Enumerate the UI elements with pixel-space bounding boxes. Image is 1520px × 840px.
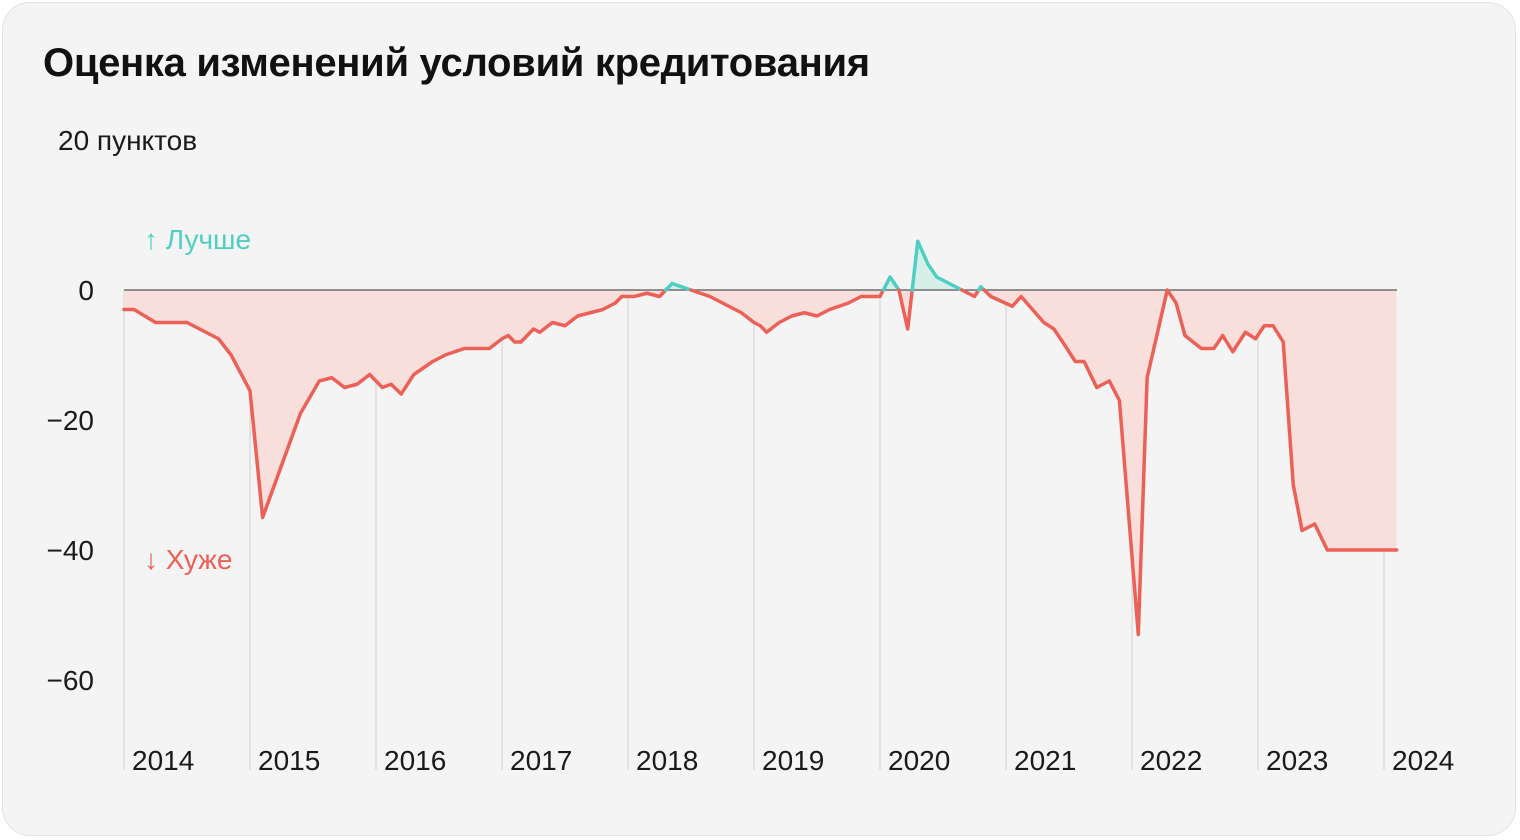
negative-area-0: [124, 290, 666, 518]
x-tick-label-2024: 2024: [1392, 745, 1454, 776]
negative-series-line-8: [982, 288, 1399, 637]
x-tick-label-2018: 2018: [636, 745, 698, 776]
y-tick-label: 20 пунктов: [58, 125, 197, 156]
x-tick-label-2023: 2023: [1266, 745, 1328, 776]
x-tick-label-2015: 2015: [258, 745, 320, 776]
negative-series-line-0: [122, 288, 668, 520]
positive-series-line-1: [664, 281, 693, 292]
x-tick-label-2016: 2016: [384, 745, 446, 776]
y-tick-label: −40: [47, 535, 95, 566]
positive-series-line-5: [910, 239, 964, 292]
positive-series-line-3: [881, 275, 901, 292]
negative-area-2: [691, 290, 884, 333]
annotation-worse: ↓ Хуже: [144, 544, 232, 575]
y-tick-label: −60: [47, 665, 95, 696]
annotation-better: ↑ Лучше: [144, 224, 251, 255]
x-tick-label-2019: 2019: [762, 745, 824, 776]
negative-series-line-2: [689, 288, 886, 334]
x-tick-label-2017: 2017: [510, 745, 572, 776]
negative-series-line-4: [897, 288, 914, 331]
negative-area-8: [984, 290, 1397, 635]
x-tick-label-2014: 2014: [132, 745, 194, 776]
y-tick-label: 0: [78, 275, 94, 306]
y-tick-label: −20: [47, 405, 95, 436]
negative-series-line-6: [960, 288, 981, 299]
x-tick-label-2020: 2020: [888, 745, 950, 776]
x-tick-label-2021: 2021: [1014, 745, 1076, 776]
positive-area-5: [912, 241, 962, 290]
x-tick-label-2022: 2022: [1140, 745, 1202, 776]
chart-title: Оценка изменений условий кредитования: [43, 41, 870, 85]
